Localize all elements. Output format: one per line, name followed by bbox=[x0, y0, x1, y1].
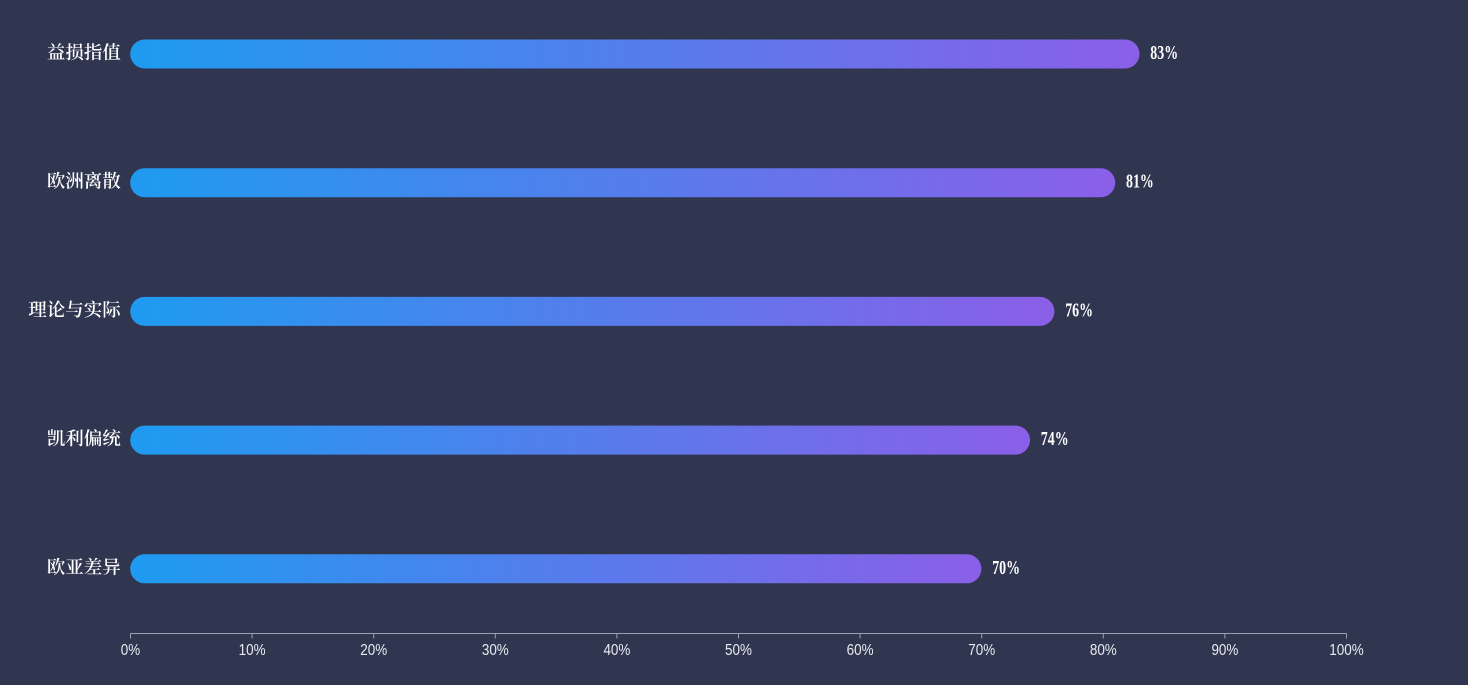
svg-text:90%: 90% bbox=[1211, 642, 1238, 659]
svg-text:74%: 74% bbox=[1041, 428, 1069, 450]
svg-text:20%: 20% bbox=[360, 642, 387, 659]
svg-text:60%: 60% bbox=[847, 642, 874, 659]
svg-text:40%: 40% bbox=[603, 642, 630, 659]
svg-text:83%: 83% bbox=[1150, 42, 1178, 64]
svg-text:0%: 0% bbox=[121, 642, 140, 659]
svg-text:10%: 10% bbox=[239, 642, 266, 659]
svg-text:81%: 81% bbox=[1126, 171, 1154, 193]
svg-text:76%: 76% bbox=[1065, 299, 1093, 321]
svg-text:30%: 30% bbox=[482, 642, 509, 659]
svg-text:80%: 80% bbox=[1090, 642, 1117, 659]
svg-text:50%: 50% bbox=[725, 642, 752, 659]
svg-text:70%: 70% bbox=[968, 642, 995, 659]
svg-text:100%: 100% bbox=[1329, 642, 1363, 659]
svg-text:70%: 70% bbox=[992, 557, 1020, 579]
